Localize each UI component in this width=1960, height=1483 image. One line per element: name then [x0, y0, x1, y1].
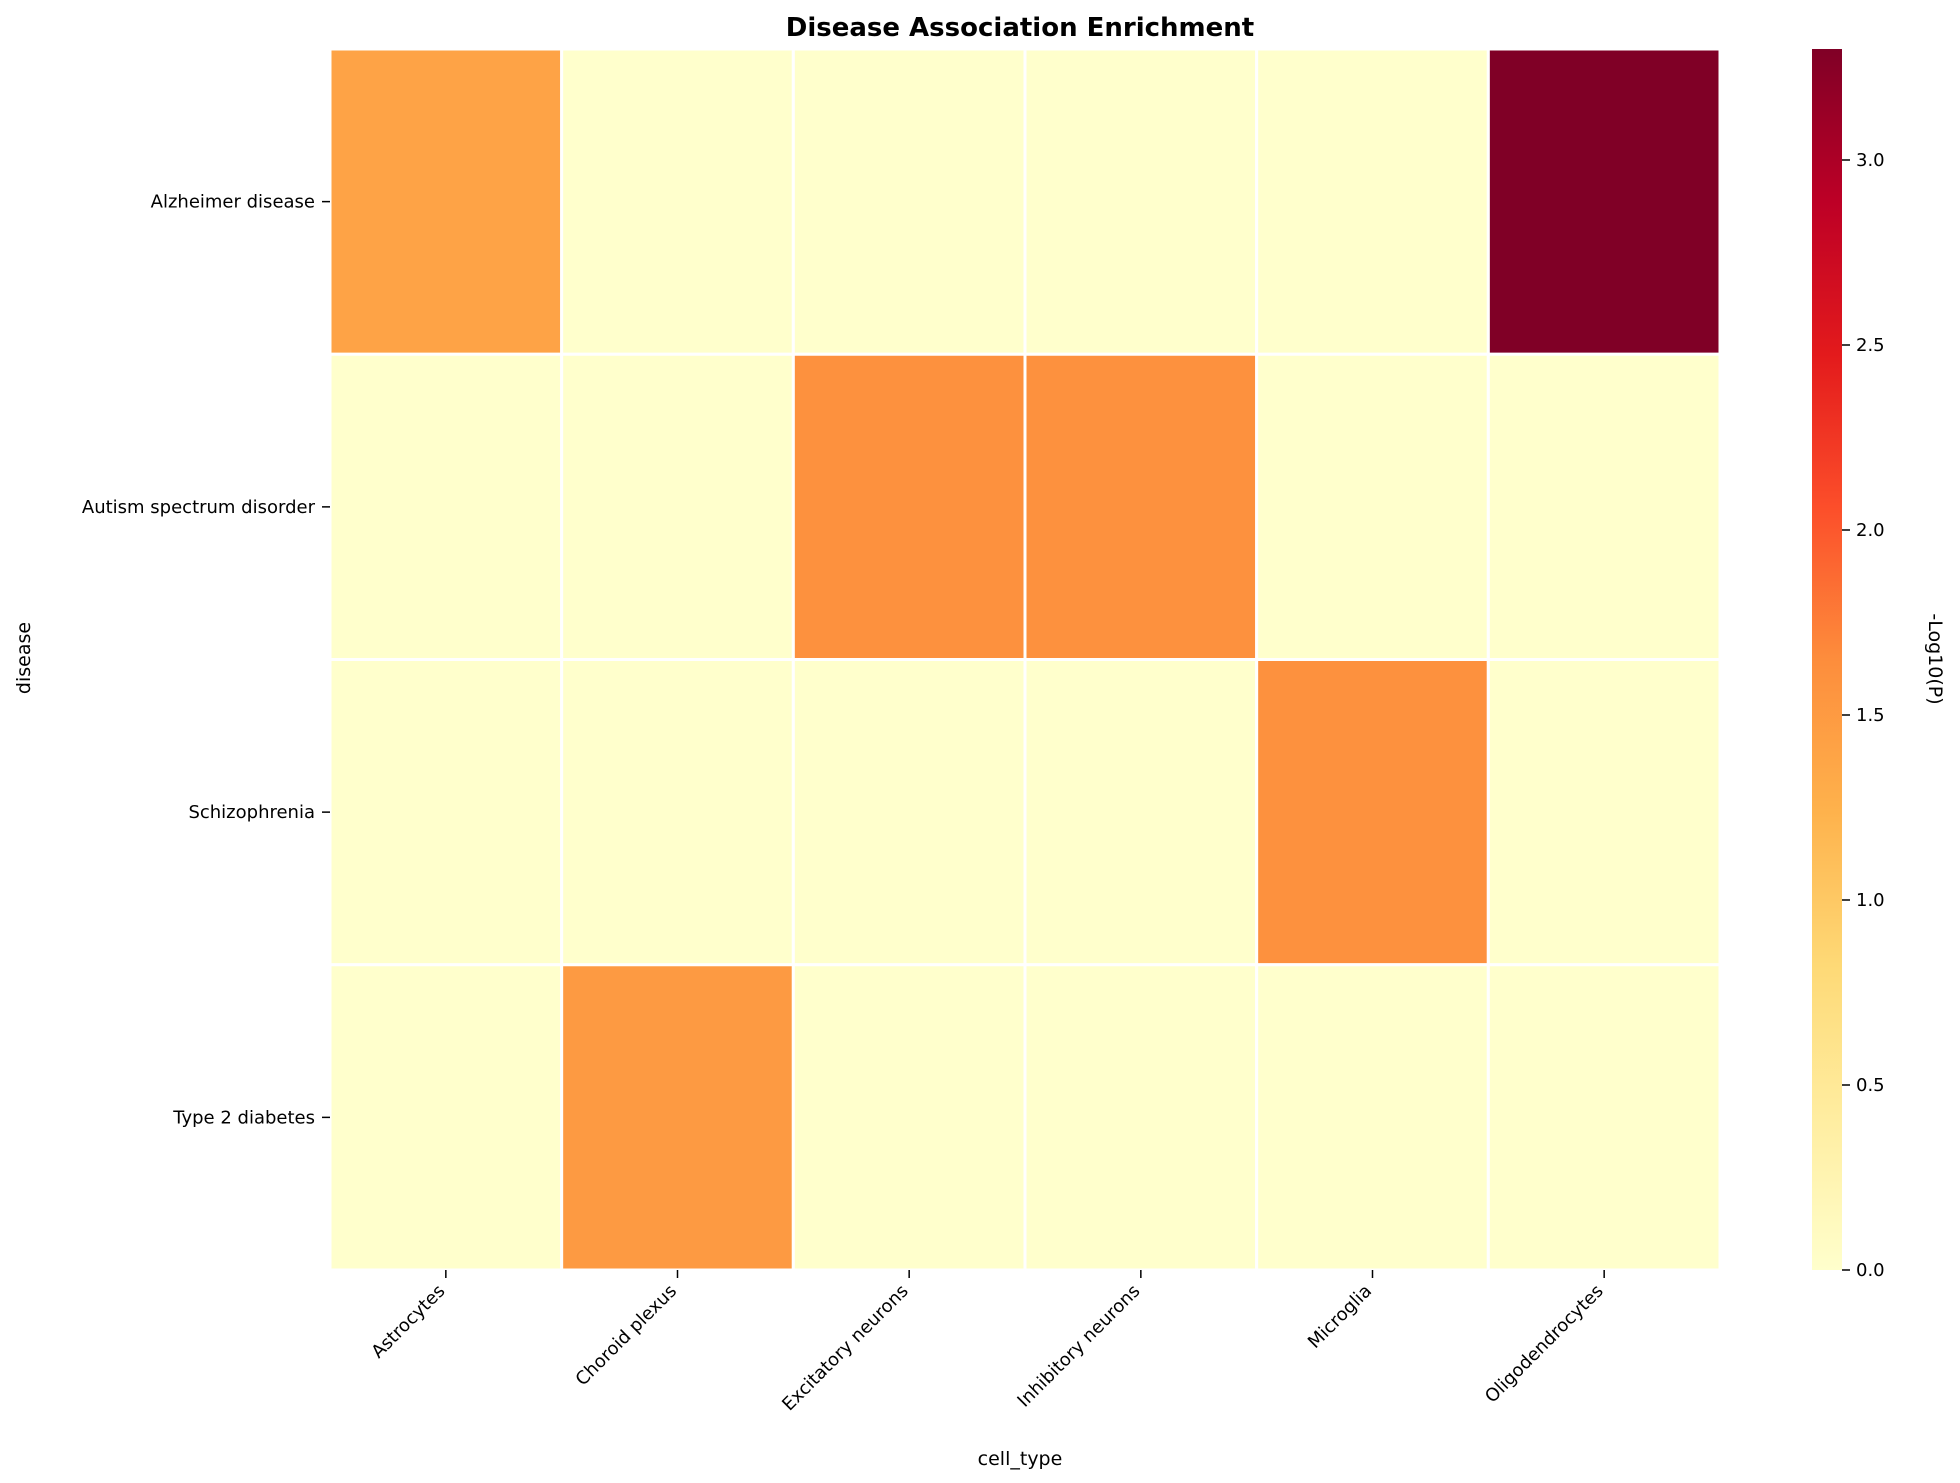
heatmap-cell: [1486, 963, 1722, 1272]
heatmap-cell: [560, 47, 795, 356]
x-tick-label: Astrocytes: [367, 1281, 449, 1363]
colorbar: [1812, 49, 1842, 1270]
chart-title: Disease Association Enrichment: [786, 13, 1254, 43]
heatmap-cell: [1255, 47, 1490, 356]
heatmap-cell: [328, 658, 564, 967]
heatmap-cell: [328, 963, 564, 1272]
x-tick-label: Oligodendrocytes: [1481, 1281, 1608, 1408]
heatmap-cell: [1486, 658, 1722, 967]
colorbar-tick-label: 1.0: [1856, 890, 1885, 911]
colorbar-tick-label: 1.5: [1856, 705, 1885, 726]
heatmap-cell: [791, 352, 1027, 661]
y-tick-label: Schizophrenia: [188, 802, 315, 823]
y-axis-label: disease: [13, 622, 35, 694]
heatmap-cell: [1255, 352, 1490, 661]
x-tick-label: Inhibitory neurons: [1013, 1281, 1144, 1412]
heatmap-cell: [560, 963, 795, 1272]
colorbar-tick-label: 3.0: [1856, 150, 1885, 171]
y-tick-label: Type 2 diabetes: [172, 1107, 315, 1128]
x-axis-ticks: Astrocytes Choroid plexus Excitatory neuro…: [367, 1270, 1608, 1416]
heatmap-cells: [328, 47, 1722, 1272]
heatmap-cell: [1023, 352, 1259, 661]
y-tick-label: Alzheimer disease: [151, 192, 315, 213]
heatmap-cell: [328, 352, 564, 661]
heatmap-cell: [1023, 47, 1259, 356]
heatmap-cell: [1486, 47, 1722, 356]
y-tick-label: Autism spectrum disorder: [82, 497, 316, 518]
x-axis-label: cell_type: [978, 1448, 1063, 1470]
heatmap-cell: [328, 47, 564, 356]
colorbar-label: -Log10(P): [1924, 613, 1946, 704]
heatmap-cell: [1486, 352, 1722, 661]
colorbar-tick-label: 2.0: [1856, 520, 1885, 541]
x-tick-label: Excitatory neurons: [778, 1281, 913, 1416]
y-axis-ticks: Alzheimer disease Autism spectrum disorde…: [82, 192, 330, 1128]
colorbar-tick-label: 2.5: [1856, 335, 1885, 356]
heatmap-cell: [791, 658, 1027, 967]
colorbar-ticks: 0.0 0.5 1.0 1.5 2.0 2.5 3.0: [1842, 150, 1885, 1281]
heatmap-cell: [1255, 658, 1490, 967]
x-tick-label: Microglia: [1304, 1281, 1376, 1353]
heatmap-cell: [791, 47, 1027, 356]
heatmap-cell: [1255, 963, 1490, 1272]
colorbar-tick-label: 0.5: [1856, 1075, 1885, 1096]
heatmap-cell: [1023, 658, 1259, 967]
x-tick-label: Choroid plexus: [572, 1281, 681, 1390]
colorbar-tick-label: 0.0: [1856, 1260, 1885, 1281]
heatmap-cell: [791, 963, 1027, 1272]
heatmap-cell: [1023, 963, 1259, 1272]
heatmap-cell: [560, 658, 795, 967]
heatmap-cell: [560, 352, 795, 661]
